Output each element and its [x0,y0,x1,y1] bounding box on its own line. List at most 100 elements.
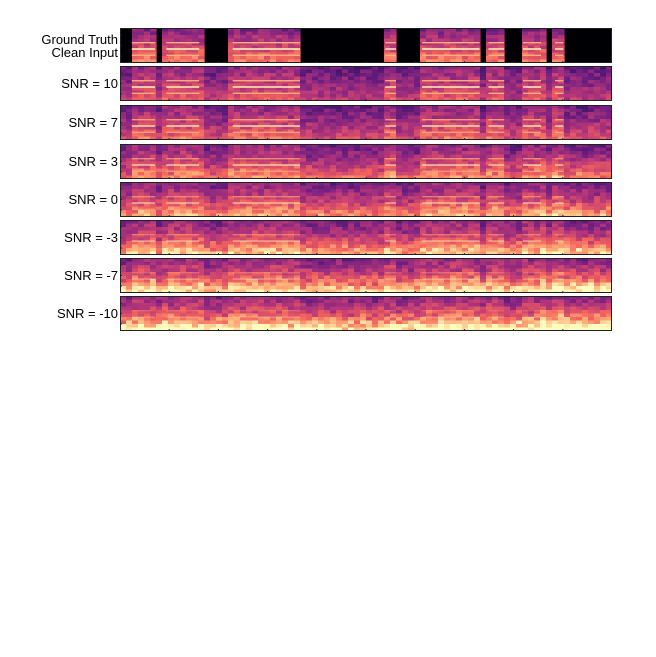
spectrogram-cell [318,210,325,215]
spectrogram-cell [120,126,127,131]
spectrogram-cell [558,220,565,225]
spectrogram-cell [360,251,367,255]
spectrogram-cell [546,199,553,204]
spectrogram-cell [384,158,391,163]
spectrogram-cell [228,38,235,43]
spectrogram-cell [372,237,379,242]
spectrogram-cell [258,241,265,246]
spectrogram-cell [438,158,445,163]
spectrogram-cell [318,133,325,138]
spectrogram-cell [474,42,481,47]
spectrogram-cell [570,206,577,211]
spectrogram-cell [150,42,157,47]
spectrogram-cell [120,161,127,166]
spectrogram-cell [150,56,157,61]
spectrogram-cell [246,94,253,99]
spectrogram-cell [264,206,271,211]
spectrogram-cell [402,237,409,242]
spectrogram-cell [558,210,565,215]
spectrogram-cell [288,90,295,95]
spectrogram-cell [444,196,451,201]
spectrogram-cell [246,161,253,166]
spectrogram-cell [144,119,151,124]
spectrogram-cell [198,59,205,63]
spectrogram-cell [456,28,463,33]
spectrogram-cell [192,151,199,156]
spectrogram-cell [432,80,439,85]
spectrogram-cell [120,213,127,217]
spectrogram-cell [480,97,487,101]
spectrogram-cell [330,87,337,92]
spectrogram-cell [348,76,355,81]
spectrogram-cell [342,237,349,242]
spectrogram-cell [390,105,397,110]
spectrogram-cell [264,199,271,204]
spectrogram-cell [156,165,163,170]
spectrogram-cell [432,97,439,101]
spectrogram-cell [222,105,229,110]
spectrogram-cell [528,172,535,177]
spectrogram-cell [150,227,157,232]
spectrogram-cell [438,94,445,99]
spectrogram-cell [300,144,307,149]
spectrogram-cell [144,158,151,163]
spectrogram-cell [582,203,589,208]
spectrogram-cell [168,182,175,187]
spectrogram-cell [132,237,139,242]
spectrogram-cell [462,227,469,232]
spectrogram-cell [252,241,259,246]
spectrogram-cell [162,258,169,263]
spectrogram-cell [564,189,571,194]
spectrogram-cell [588,227,595,232]
spectrogram-cell [594,147,601,152]
spectrogram-cell [480,112,487,117]
spectrogram-cell [312,213,319,217]
spectrogram-cell [192,168,199,173]
spectrogram-cell [588,83,595,88]
spectrogram-cell [444,237,451,242]
spectrogram-cell [582,133,589,138]
spectrogram-cell [366,192,373,197]
spectrogram-cell [390,196,397,201]
spectrogram-cell [144,97,151,101]
spectrogram-cell [528,210,535,215]
spectrogram-cell [126,97,133,101]
spectrogram-cell [402,87,409,92]
spectrogram-cell [360,175,367,179]
spectrogram-cell [162,161,169,166]
spectrogram-cell [240,206,247,211]
spectrogram-cell [438,112,445,117]
spectrogram-cell [594,76,601,81]
spectrogram-cell [348,112,355,117]
spectrogram-cell [168,87,175,92]
spectrogram-cell [264,90,271,95]
spectrogram-cell [594,161,601,166]
spectrogram-cell [162,129,169,134]
spectrogram-cell [504,136,511,140]
spectrogram-cell [564,237,571,242]
spectrogram-cell [438,147,445,152]
spectrogram-cell [246,165,253,170]
spectrogram-cell [174,175,181,179]
spectrogram-cell [474,129,481,134]
spectrogram-cell [528,28,535,33]
spectrogram-cell [408,94,415,99]
spectrogram-cell [156,261,163,266]
spectrogram-cell [144,220,151,225]
spectrogram-cell [192,38,199,43]
spectrogram-cell [462,80,469,85]
spectrogram-cell [336,115,343,120]
spectrogram-cell [456,119,463,124]
spectrogram-cell [378,237,385,242]
spectrogram-cell [516,199,523,204]
spectrogram-cell [600,115,607,120]
spectrogram-cell [288,182,295,187]
spectrogram-cell [342,251,349,255]
spectrogram-cell [330,76,337,81]
spectrogram-cell [426,185,433,190]
spectrogram-cell [288,230,295,235]
spectrogram-cell [258,175,265,179]
spectrogram-cell [552,94,559,99]
spectrogram-cell [174,94,181,99]
spectrogram-cell [450,31,457,36]
